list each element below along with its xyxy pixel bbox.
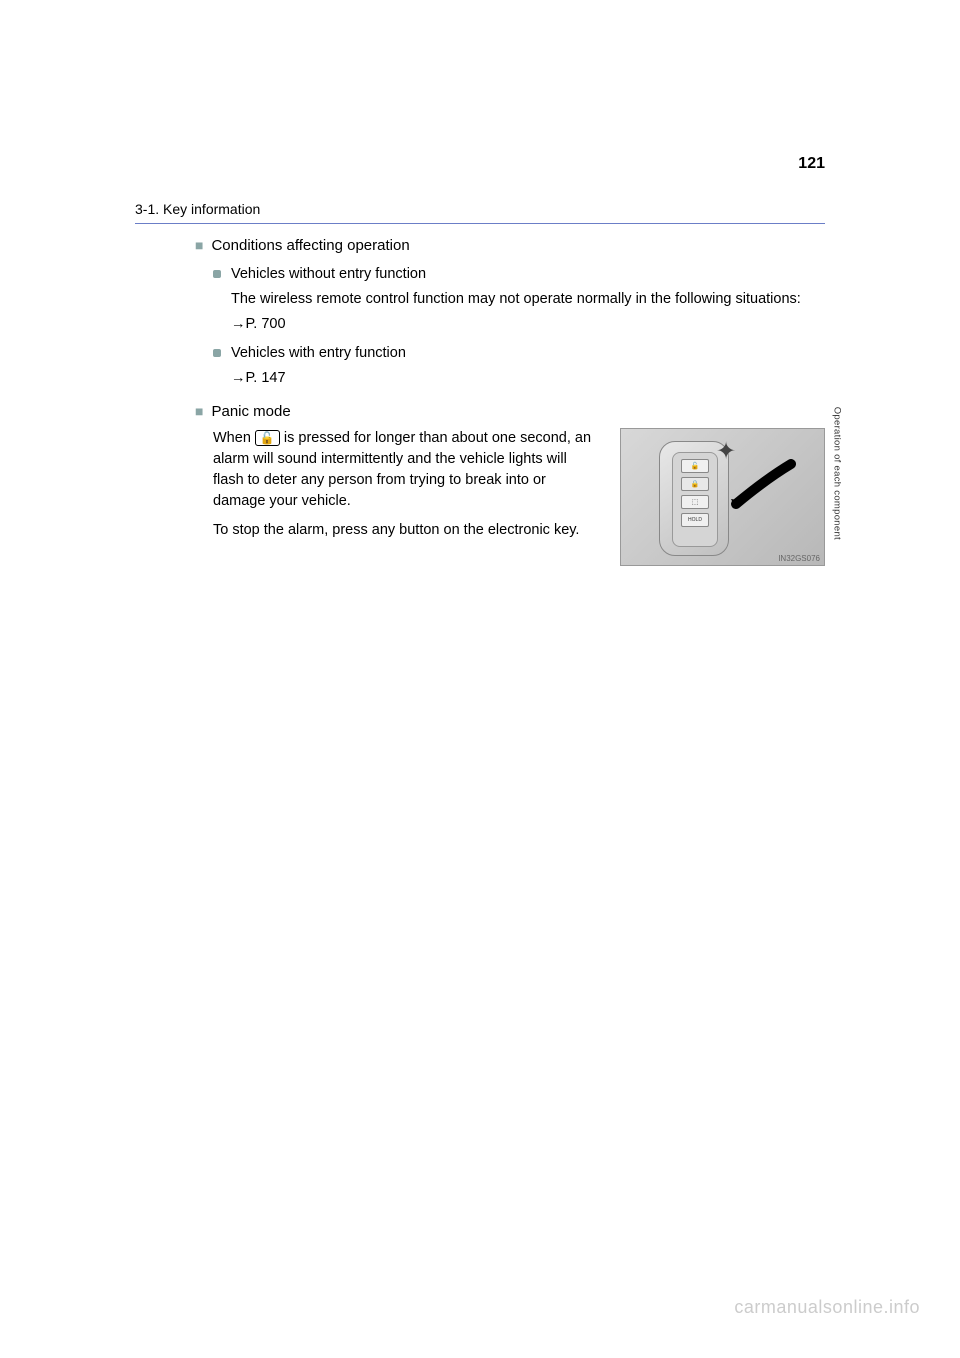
bullet-ref-2: →P. 147 xyxy=(231,368,406,389)
bullet-icon xyxy=(213,270,221,278)
section-panic-title: ■ Panic mode xyxy=(195,403,825,420)
bullet-text-1-desc: The wireless remote control function may… xyxy=(231,289,801,310)
bullet-text-1: Vehicles without entry function xyxy=(231,264,801,285)
bullet-text-2: Vehicles with entry function xyxy=(231,343,406,364)
panic-para-2: To stop the alarm, press any button on t… xyxy=(213,520,600,541)
page-number: 121 xyxy=(135,155,825,173)
key-btn-trunk: ⬚ xyxy=(681,495,709,509)
section-conditions-text: Conditions affecting operation xyxy=(211,237,409,254)
key-btn-hold: HOLD xyxy=(681,513,709,527)
section-panic-text: Panic mode xyxy=(211,403,290,420)
watermark: carmanualsonline.info xyxy=(734,1297,920,1318)
header-divider xyxy=(135,223,825,224)
key-illustration: 🔓 🔒 ⬚ HOLD ✦ IN32GS076 xyxy=(620,428,825,566)
unlock-icon: 🔓 xyxy=(255,430,280,446)
key-btn-unlock: 🔓 xyxy=(681,459,709,473)
press-arrow-icon xyxy=(726,459,796,519)
bullet-without-entry: Vehicles without entry function The wire… xyxy=(213,264,825,335)
key-btn-lock: 🔒 xyxy=(681,477,709,491)
panic-para-1: When 🔓 is pressed for longer than about … xyxy=(213,428,600,512)
side-label: Operation of each component xyxy=(831,407,842,540)
bullet-icon xyxy=(213,349,221,357)
bullet-with-entry: Vehicles with entry function →P. 147 xyxy=(213,343,825,389)
bullet-ref-1: →P. 700 xyxy=(231,314,801,335)
section-marker-icon: ■ xyxy=(195,237,203,253)
section-conditions-title: ■ Conditions affecting operation xyxy=(195,237,825,254)
breadcrumb: 3-1. Key information xyxy=(135,201,825,217)
illustration-code: IN32GS076 xyxy=(778,554,820,563)
section-marker-icon: ■ xyxy=(195,403,203,419)
